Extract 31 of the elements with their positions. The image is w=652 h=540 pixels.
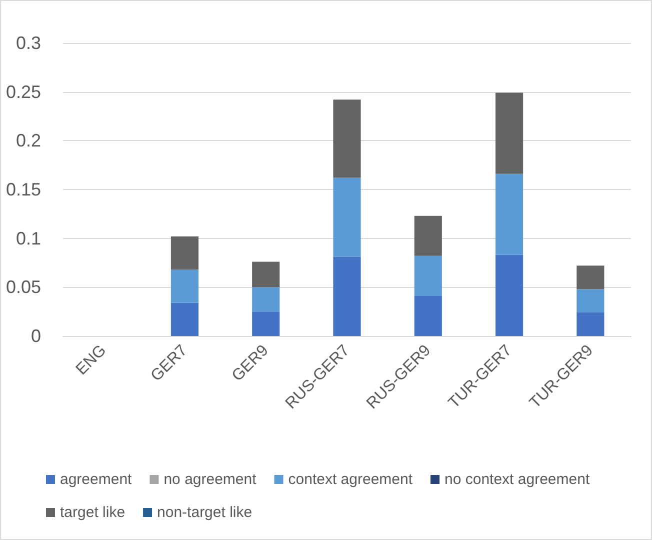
y-tick-label: 0.1 <box>16 228 41 248</box>
legend-label: context agreement <box>288 471 414 488</box>
legend-label: target like <box>60 504 126 521</box>
y-tick-label: 0.3 <box>16 33 41 53</box>
bar <box>414 296 442 336</box>
bar <box>170 302 199 336</box>
y-tick-label: 0 <box>30 326 41 346</box>
bar <box>414 216 442 256</box>
legend-label: no context agreement <box>444 471 590 488</box>
bar <box>495 92 524 174</box>
y-tick-label: 0.05 <box>6 277 41 298</box>
bar <box>495 254 524 336</box>
bar <box>252 287 280 312</box>
bar <box>333 256 361 336</box>
bar <box>252 312 280 336</box>
bar <box>252 262 280 288</box>
y-tick-label: 0.25 <box>6 82 41 102</box>
bar <box>170 270 199 303</box>
bar <box>576 312 604 336</box>
bar <box>576 266 604 290</box>
y-tick-label: 0.2 <box>16 130 41 151</box>
bar <box>170 236 199 270</box>
bar <box>414 256 442 296</box>
legend-label: agreement <box>60 471 133 488</box>
legend-label: non-target like <box>157 504 252 521</box>
bar <box>333 178 361 257</box>
legend-label: no agreement <box>164 471 258 488</box>
bar <box>495 174 524 255</box>
bar <box>576 289 604 313</box>
y-tick-label: 0.15 <box>6 180 41 200</box>
bar <box>333 100 361 178</box>
